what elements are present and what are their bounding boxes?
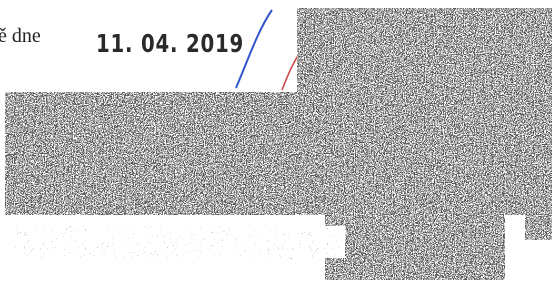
redaction: [297, 8, 552, 94]
page: ě dne 11. 04. 2019 (() => { const data =…: [0, 0, 552, 283]
redaction: [5, 92, 525, 215]
handwritten-date: 11. 04. 2019: [96, 29, 244, 58]
redaction: [15, 226, 345, 258]
redaction: [525, 92, 552, 240]
scan: ě dne 11. 04. 2019: [0, 0, 552, 283]
redaction: [325, 215, 505, 280]
date-prefix: ě dne: [0, 25, 41, 47]
